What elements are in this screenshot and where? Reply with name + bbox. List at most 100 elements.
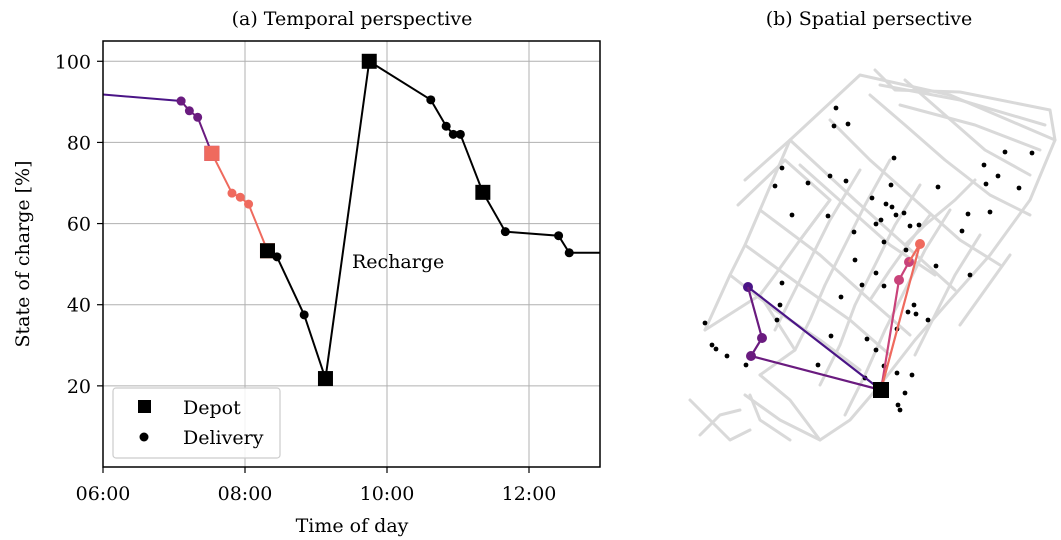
road (743, 243, 892, 357)
delivery-dot (869, 195, 875, 201)
delivery-point (299, 310, 309, 320)
route-line (879, 243, 922, 391)
depot-point (317, 371, 333, 387)
delivery-dot (888, 182, 894, 188)
delivery-dot (838, 294, 844, 300)
delivery-dot (1016, 185, 1022, 191)
legend-delivery-marker (139, 432, 149, 442)
x-tick-label: 10:00 (360, 483, 415, 505)
road (798, 163, 937, 277)
road (898, 103, 1042, 152)
road (868, 93, 1032, 217)
depot-point (475, 184, 491, 200)
legend-depot-label: Depot (183, 397, 241, 419)
delivery-dot (831, 123, 837, 129)
map-depot (873, 382, 889, 398)
road (773, 168, 862, 332)
delivery-dot (889, 204, 895, 210)
delivery-dot (905, 309, 911, 315)
delivery-point (244, 199, 254, 209)
delivery-dot (883, 201, 889, 207)
y-tick-label: 20 (67, 376, 91, 398)
delivery-dot (833, 105, 839, 111)
delivery-point (448, 129, 458, 139)
delivery-point (554, 231, 564, 241)
delivery-dot (983, 181, 989, 187)
y-tick-label: 60 (67, 214, 91, 236)
series-line (180, 100, 213, 154)
temporal-ticks: 06:00 08:00 10:00 12:00 20 40 60 80 100 (55, 51, 557, 505)
delivery-point (426, 95, 436, 105)
temporal-series (102, 53, 600, 387)
delivery-dot (881, 239, 887, 245)
road (878, 83, 1047, 127)
spatial-title: (b) Spatial persective (766, 8, 973, 30)
delivery-dot (873, 347, 879, 353)
delivery-dot (805, 180, 811, 186)
road (903, 178, 977, 247)
route-stop (757, 333, 767, 343)
vehicle-routes (743, 239, 925, 398)
legend-box (112, 387, 281, 459)
delivery-dot (995, 173, 1001, 179)
delivery-dot (777, 302, 783, 308)
delivery-dot (897, 407, 903, 413)
y-tick-label: 40 (67, 295, 91, 317)
delivery-dot (987, 209, 993, 215)
road (758, 373, 822, 442)
delivery-dot (851, 229, 857, 235)
road (958, 253, 1012, 327)
delivery-point (455, 129, 465, 139)
recharge-annotation: Recharge (352, 251, 444, 273)
x-tick-label: 08:00 (218, 483, 273, 505)
route-stop (746, 351, 756, 361)
depot-point (259, 243, 275, 259)
delivery-dot (724, 353, 730, 359)
spatial-map (688, 68, 1057, 442)
delivery-dot (925, 317, 931, 323)
delivery-dot (827, 173, 833, 179)
delivery-point (227, 188, 237, 198)
temporal-grid (102, 41, 600, 467)
delivery-point (272, 252, 282, 262)
delivery-dot (967, 272, 973, 278)
delivery-dot (981, 162, 987, 168)
series-line (102, 93, 182, 103)
depot-point (204, 145, 220, 161)
delivery-dot (859, 282, 865, 288)
delivery-dot (959, 228, 965, 234)
delivery-point (176, 96, 186, 106)
delivery-dot (878, 217, 884, 223)
delivery-dot (789, 212, 795, 218)
delivery-dot (709, 342, 715, 348)
road (748, 393, 792, 442)
delivery-dot (779, 165, 785, 171)
route-line (747, 286, 882, 391)
delivery-dot (901, 210, 907, 216)
delivery-dot (815, 362, 821, 368)
road (758, 198, 832, 297)
depot-point (361, 53, 377, 69)
road (703, 138, 792, 332)
delivery-dot (828, 333, 834, 339)
delivery-dot (902, 390, 908, 396)
delivery-dot (743, 362, 749, 368)
road-network (688, 68, 1057, 442)
road (873, 68, 1057, 142)
delivery-dot (911, 302, 917, 308)
x-tick-label: 06:00 (76, 483, 131, 505)
delivery-dot (1029, 150, 1035, 156)
delivery-dot (935, 184, 941, 190)
delivery-dot (774, 317, 780, 323)
delivery-point (441, 121, 451, 131)
road (743, 73, 1057, 442)
delivery-dot (843, 178, 849, 184)
legend-delivery-label: Delivery (183, 427, 264, 449)
delivery-dot (893, 212, 899, 218)
delivery-dot (933, 263, 939, 269)
route-stop (915, 239, 925, 249)
delivery-dot (864, 336, 870, 342)
delivery-dot (894, 370, 900, 376)
series-line (210, 152, 269, 252)
